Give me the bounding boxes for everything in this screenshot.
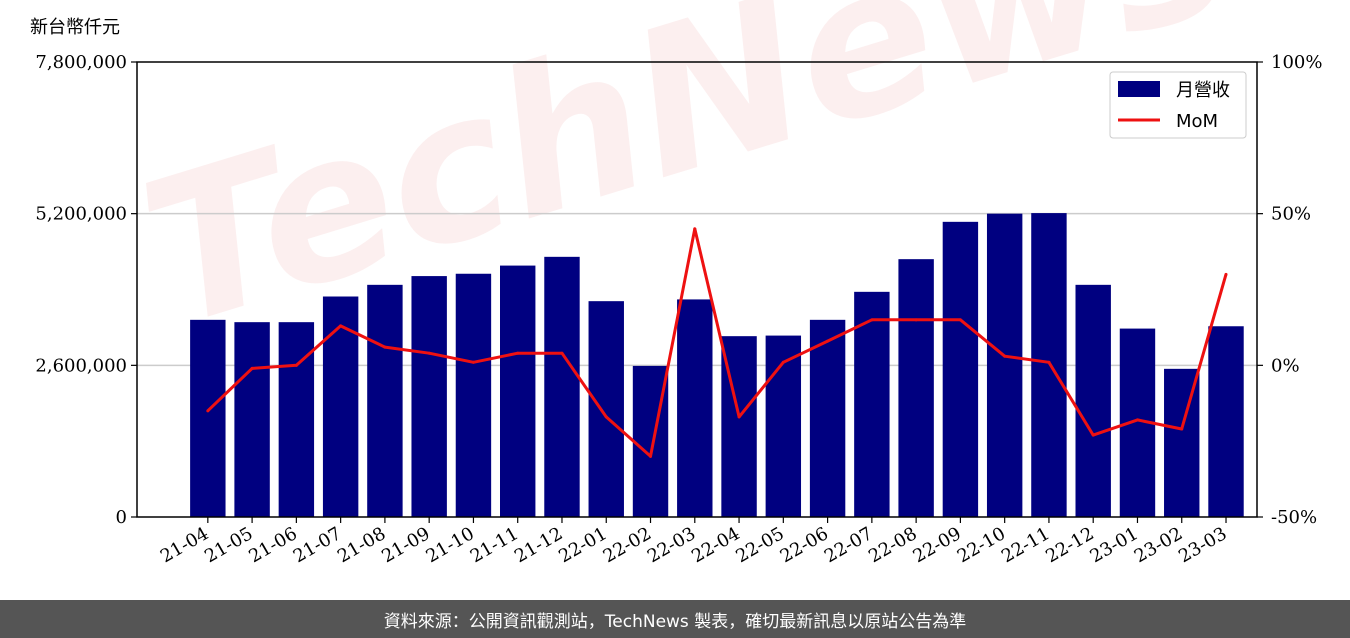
y-left-tick-label: 5,200,000 bbox=[35, 204, 127, 225]
mom-point bbox=[516, 351, 520, 355]
revenue-bar bbox=[1075, 284, 1111, 517]
revenue-bar bbox=[234, 322, 270, 517]
x-tick-label: 22-12 bbox=[1042, 523, 1097, 567]
mom-point bbox=[826, 339, 830, 343]
mom-point bbox=[1047, 360, 1051, 364]
mom-point bbox=[427, 351, 431, 355]
mom-point bbox=[206, 409, 210, 413]
x-tick-label: 22-05 bbox=[732, 523, 787, 567]
mom-point bbox=[1224, 272, 1228, 276]
revenue-bar bbox=[765, 335, 802, 517]
y-left-tick-label: 7,800,000 bbox=[35, 52, 127, 73]
mom-point bbox=[1135, 418, 1139, 422]
x-tick-label: 22-04 bbox=[688, 523, 743, 567]
revenue-bar bbox=[411, 276, 447, 517]
mom-point bbox=[649, 454, 653, 458]
legend: 月營收 MoM bbox=[1109, 71, 1247, 139]
y-unit-label: 新台幣仟元 bbox=[30, 17, 120, 38]
mom-point bbox=[604, 415, 608, 419]
x-tick-label: 22-09 bbox=[909, 523, 964, 567]
x-tick-label: 21-12 bbox=[511, 523, 566, 567]
revenue-bar bbox=[1208, 326, 1244, 517]
mom-point bbox=[1180, 427, 1184, 431]
x-tick-label: 21-08 bbox=[334, 523, 389, 567]
legend-bar-swatch bbox=[1118, 81, 1160, 97]
mom-line-layer bbox=[206, 227, 1228, 458]
mom-point bbox=[1091, 433, 1095, 437]
revenue-bar bbox=[544, 256, 580, 517]
mom-line bbox=[206, 227, 1228, 458]
footer-text: 資料來源：公開資訊觀測站，TechNews 製表，確切最新訊息以原站公告為準 bbox=[383, 611, 967, 632]
x-tick-label: 22-02 bbox=[600, 523, 655, 567]
chart: 新台幣仟元 0 2,600,000 5,200,000 7,800,000 -50% 0… bbox=[30, 17, 1322, 567]
y-right-tick-label: 50% bbox=[1271, 204, 1311, 225]
mom-point bbox=[294, 363, 298, 367]
revenue-bar bbox=[455, 273, 492, 517]
mom-point bbox=[383, 345, 387, 349]
x-tick-label: 21-11 bbox=[467, 523, 522, 567]
revenue-bar bbox=[986, 213, 1023, 517]
x-tick-label: 23-03 bbox=[1175, 523, 1230, 567]
x-tick-label: 21-09 bbox=[378, 523, 433, 567]
revenue-bar bbox=[898, 259, 934, 517]
mom-point bbox=[471, 360, 475, 364]
x-tick-label: 21-10 bbox=[423, 523, 478, 567]
mom-point bbox=[560, 351, 564, 355]
x-tick-label: 22-03 bbox=[644, 523, 699, 567]
mom-point bbox=[958, 318, 962, 322]
y-right-tick-label: 100% bbox=[1271, 52, 1322, 73]
x-tick-label: 22-08 bbox=[865, 523, 920, 567]
revenue-bar bbox=[278, 322, 315, 517]
mom-point bbox=[781, 360, 785, 364]
y-left-tick-label: 0 bbox=[116, 507, 127, 528]
revenue-bar bbox=[854, 291, 890, 517]
source-footer: 資料來源：公開資訊觀測站，TechNews 製表，確切最新訊息以原站公告為準 bbox=[0, 600, 1350, 638]
y-left-tick-label: 2,600,000 bbox=[35, 355, 127, 376]
x-tick-label: 21-06 bbox=[245, 523, 300, 567]
revenue-bar bbox=[809, 319, 846, 517]
x-tick-label: 23-02 bbox=[1131, 523, 1186, 567]
x-tick-label: 21-04 bbox=[157, 523, 212, 567]
x-tick-label: 21-07 bbox=[290, 523, 345, 567]
y-right-tick-label: 0% bbox=[1271, 355, 1300, 376]
mom-point bbox=[914, 318, 918, 322]
x-tick-label: 21-05 bbox=[201, 523, 256, 567]
legend-bar-label: 月營收 bbox=[1176, 80, 1230, 101]
x-tick-label: 22-06 bbox=[777, 523, 832, 567]
x-tick-label: 22-01 bbox=[555, 523, 610, 567]
x-tick-label: 22-11 bbox=[998, 523, 1053, 567]
mom-point bbox=[250, 366, 254, 370]
x-tick-label: 22-10 bbox=[954, 523, 1009, 567]
y-right-tick-label: -50% bbox=[1271, 507, 1317, 528]
bars bbox=[190, 213, 1244, 518]
revenue-bar bbox=[322, 296, 359, 517]
plot-frame bbox=[136, 61, 1258, 518]
revenue-bar bbox=[367, 284, 403, 517]
left-axis: 0 2,600,000 5,200,000 7,800,000 bbox=[35, 52, 137, 528]
x-axis: 21-0421-0521-0621-0721-0821-0921-1021-11… bbox=[157, 517, 1231, 567]
x-tick-label: 22-07 bbox=[821, 523, 876, 567]
mom-point bbox=[1003, 354, 1007, 358]
revenue-bar bbox=[677, 299, 713, 517]
revenue-bar bbox=[500, 265, 536, 517]
legend-line-label: MoM bbox=[1176, 111, 1218, 132]
mom-point bbox=[339, 324, 343, 328]
revenue-bar bbox=[190, 319, 226, 517]
right-axis: -50% 0% 50% 100% bbox=[1257, 52, 1322, 528]
mom-point bbox=[870, 318, 874, 322]
x-tick-label: 23-01 bbox=[1087, 523, 1142, 567]
revenue-bar bbox=[942, 221, 979, 518]
revenue-bar bbox=[588, 301, 624, 517]
mom-point bbox=[693, 227, 697, 231]
mom-point bbox=[737, 415, 741, 419]
revenue-bar bbox=[1164, 368, 1200, 517]
